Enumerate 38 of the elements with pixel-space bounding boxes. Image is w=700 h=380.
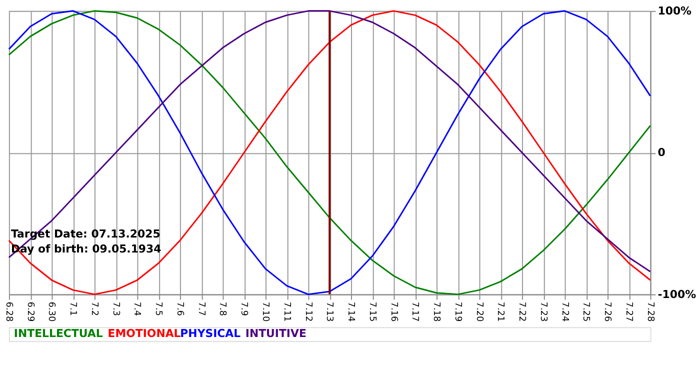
y-tick-label: 100% <box>658 4 692 18</box>
text: PHYSICAL <box>180 327 241 340</box>
text: INTUITIVE <box>245 327 306 340</box>
x-tick-label: 7.19 <box>452 302 462 322</box>
x-tick-label: 7.13 <box>324 302 334 322</box>
x-tick-label: 7.22 <box>516 302 527 322</box>
x-tick-label: 7.7 <box>196 302 206 316</box>
x-tick-label: 7.3 <box>110 302 120 316</box>
x-tick-label: 7.15 <box>366 302 377 322</box>
x-tick-label: 7.23 <box>538 302 548 322</box>
x-tick-label: 7.18 <box>431 302 442 322</box>
x-tick-label: 7.27 <box>623 302 634 322</box>
x-tick-label: 7.25 <box>580 302 591 322</box>
x-tick-label: 6.30 <box>46 302 56 322</box>
x-tick-label: 7.21 <box>495 302 506 322</box>
text: EMOTIONAL <box>108 327 181 340</box>
x-tick-label: 7.11 <box>281 302 292 322</box>
x-tick-label: 7.9 <box>238 302 249 316</box>
text: INTELLECTUAL <box>14 327 103 340</box>
x-tick-label: 7.5 <box>153 302 164 316</box>
x-tick-label: 7.10 <box>260 302 270 322</box>
x-tick-label: 7.2 <box>88 302 99 316</box>
x-tick-label: 7.8 <box>217 302 228 316</box>
x-tick-label: 7.1 <box>68 302 78 316</box>
x-tick-label: 7.20 <box>474 302 484 322</box>
y-tick-label: -100% <box>658 288 696 301</box>
x-tick-label: 7.17 <box>410 302 420 322</box>
x-tick-label: 7.14 <box>346 302 356 322</box>
x-tick-label: 6.29 <box>24 302 35 322</box>
x-tick-label: 7.6 <box>174 302 184 316</box>
x-tick-label: 6.28 <box>3 302 14 322</box>
x-tick-label: 7.24 <box>559 302 570 322</box>
y-tick-label: 0 <box>658 146 666 160</box>
x-tick-label: 7.16 <box>388 302 398 322</box>
x-tick-label: 7.26 <box>602 302 612 322</box>
x-tick-label: 7.28 <box>644 302 655 322</box>
x-tick-label: 7.12 <box>302 302 313 322</box>
x-tick-label: 7.4 <box>132 302 142 316</box>
